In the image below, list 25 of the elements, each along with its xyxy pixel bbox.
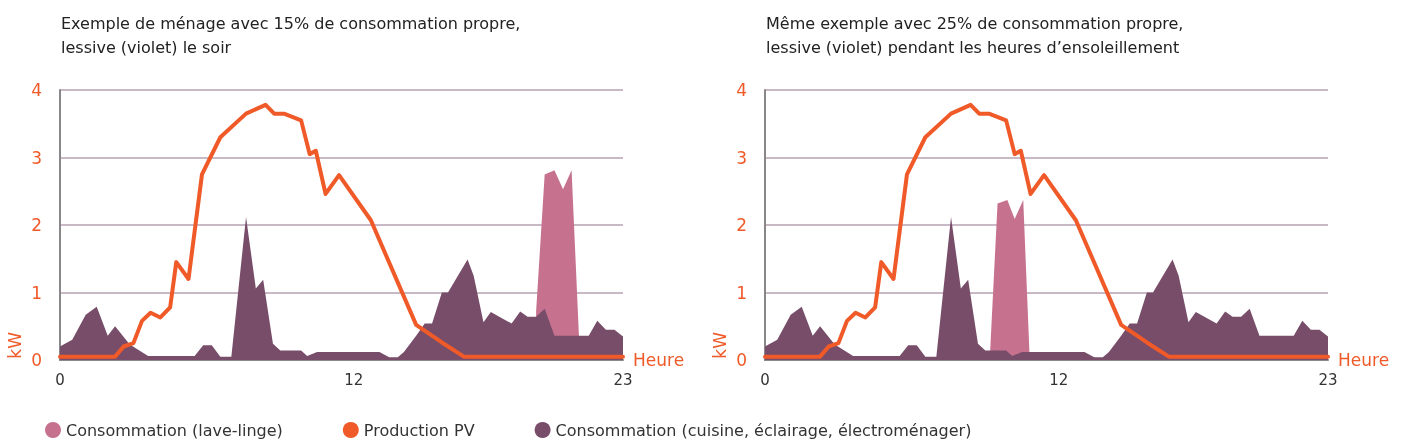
- y-tick-label: 2: [31, 215, 42, 235]
- x-axis-title: Heure: [1338, 350, 1390, 370]
- x-tick-label: 0: [55, 370, 65, 389]
- y-tick-label: 4: [736, 80, 747, 100]
- y-tick-label: 0: [31, 350, 42, 370]
- y-tick-label: 4: [31, 80, 42, 100]
- y-tick-label: 3: [31, 147, 42, 168]
- y-tick-label: 1: [31, 282, 42, 303]
- y-tick-label: 2: [736, 215, 747, 235]
- legend-label: Consommation (cuisine, éclairage, électroménager): [555, 420, 972, 440]
- chart-title: Même exemple avec 25% de consommation propre, lessive (violet) pendant les heures d’ensoleillement: [766, 13, 1184, 57]
- y-axis-title: kW: [4, 331, 25, 359]
- chart-title: Exemple de ménage avec 15% de consommation propre, lessive (violet) le soir: [61, 13, 521, 57]
- y-tick-label: 0: [736, 350, 747, 370]
- x-tick-label: 0: [760, 370, 770, 389]
- y-axis-title: kW: [709, 331, 730, 359]
- legend-label: Consommation (lave-linge): [66, 420, 283, 440]
- x-tick-label: 12: [344, 370, 364, 389]
- x-tick-label: 23: [613, 370, 633, 389]
- legend-label: Production PV: [363, 420, 475, 440]
- x-tick-label: 23: [1318, 370, 1338, 389]
- x-tick-label: 12: [1049, 370, 1069, 389]
- x-axis-title: Heure: [633, 350, 685, 370]
- y-tick-label: 1: [736, 282, 747, 303]
- y-tick-label: 3: [736, 147, 747, 168]
